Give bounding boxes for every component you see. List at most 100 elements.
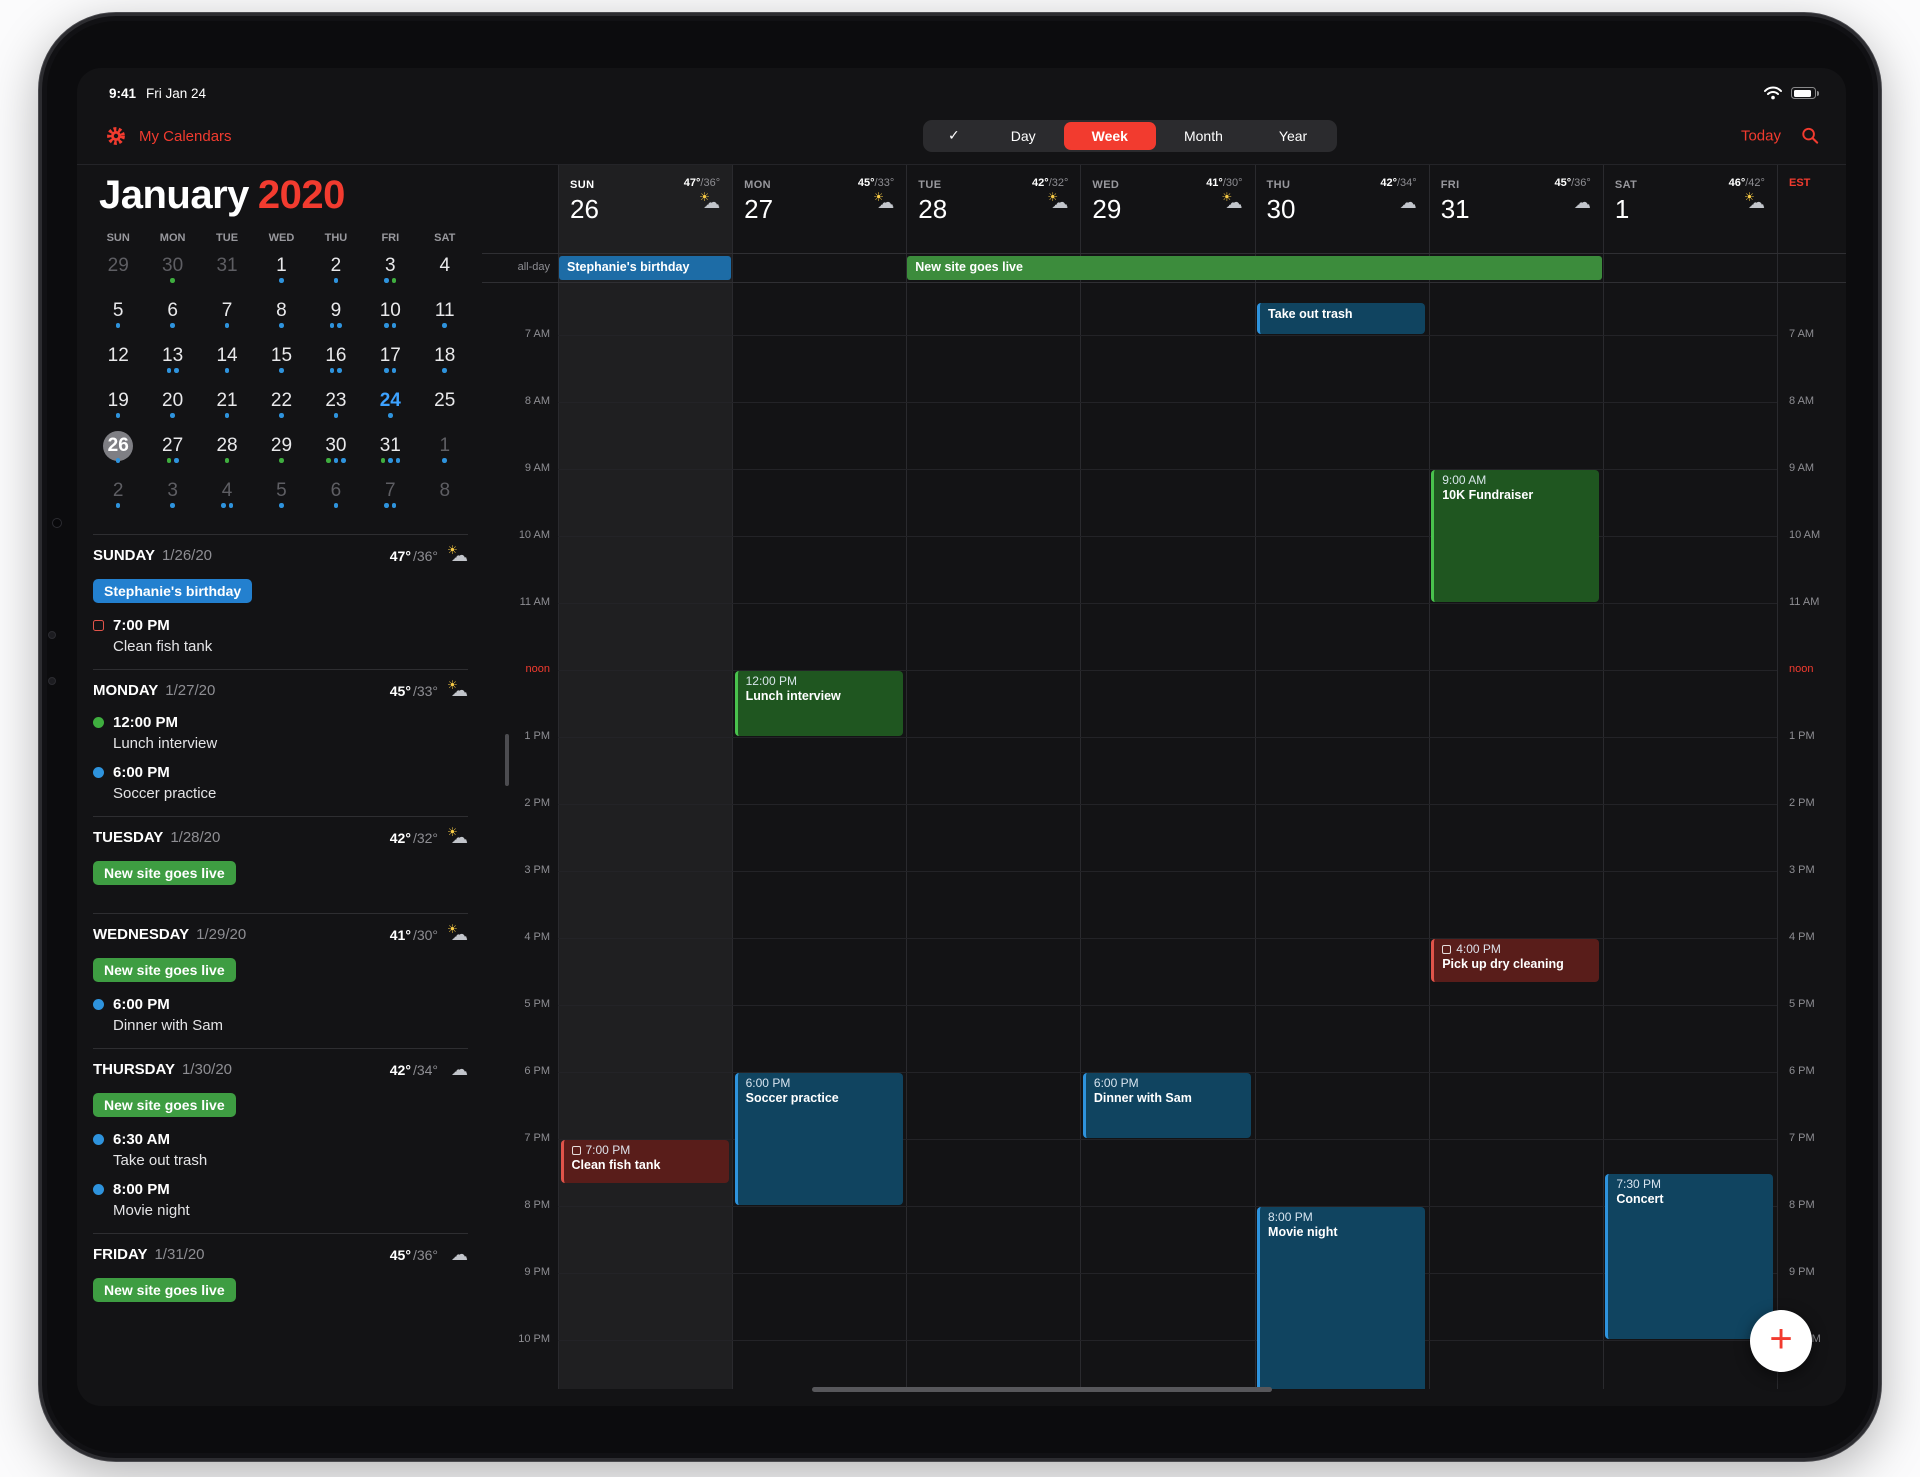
event-dot (442, 458, 447, 463)
mini-cal-day[interactable]: 15 (254, 340, 308, 385)
settings-gear-icon[interactable] (105, 125, 127, 147)
calendar-event[interactable]: Take out trash (1257, 302, 1426, 334)
mini-cal-day[interactable]: 23 (309, 385, 363, 430)
mini-cal-day[interactable]: 6 (145, 295, 199, 340)
all-day-event-pill[interactable]: New site goes live (93, 1278, 236, 1302)
mini-cal-day[interactable]: 7 (363, 475, 417, 520)
event-time: 6:00 PM (745, 1076, 791, 1090)
segment-week[interactable]: Week (1063, 122, 1156, 150)
calendar-event[interactable]: 7:30 PM Concert (1605, 1173, 1774, 1339)
mini-cal-day[interactable]: 18 (418, 340, 472, 385)
day-header[interactable]: WED 29 41°/30° ☀ ☁ (1080, 165, 1254, 253)
agenda-event[interactable]: 7:00 PM Clean fish tank (93, 617, 468, 655)
hour-label-left: 5 PM (524, 998, 550, 1010)
segment-year[interactable]: Year (1278, 128, 1308, 144)
mini-cal-day[interactable]: 11 (418, 295, 472, 340)
agenda-event[interactable]: 6:00 PM Soccer practice (93, 764, 468, 802)
calendar-event[interactable]: 9:00 AM 10K Fundraiser (1431, 470, 1600, 602)
mini-cal-day[interactable]: 16 (309, 340, 363, 385)
segment-check-toggle[interactable]: ✓ (948, 128, 960, 144)
mini-cal-day[interactable]: 20 (145, 385, 199, 430)
mini-cal-day[interactable]: 6 (309, 475, 363, 520)
mini-cal-day[interactable]: 28 (200, 430, 254, 475)
my-calendars-button[interactable]: My Calendars (139, 127, 232, 145)
mini-cal-day[interactable]: 27 (145, 430, 199, 475)
segment-day[interactable]: Day (1010, 128, 1036, 144)
mini-cal-day[interactable]: 31 (363, 430, 417, 475)
battery-icon (1791, 87, 1819, 99)
mini-cal-day[interactable]: 29 (254, 430, 308, 475)
mini-cal-day[interactable]: 1 (254, 250, 308, 295)
day-header[interactable]: TUE 28 42°/32° ☀ ☁ (906, 165, 1080, 253)
calendar-event[interactable]: 4:00 PM Pick up dry cleaning (1431, 939, 1600, 982)
segment-month[interactable]: Month (1183, 128, 1223, 144)
calendar-event[interactable]: 7:00 PM Clean fish tank (560, 1140, 729, 1183)
agenda-day-header: SUNDAY 1/26/20 47°/36° ☀ ☁ (93, 544, 468, 565)
mini-cal-day[interactable]: 30 (309, 430, 363, 475)
calendar-event[interactable]: 6:00 PM Soccer practice (734, 1073, 903, 1205)
mini-cal-day[interactable]: 4 (418, 250, 472, 295)
new-event-button[interactable]: + (1750, 1310, 1812, 1372)
event-dot (333, 503, 339, 508)
hour-label-right: 7 PM (1789, 1132, 1815, 1144)
mini-cal-day-number: 26 (103, 431, 134, 461)
mini-cal-day[interactable]: 8 (254, 295, 308, 340)
day-header[interactable]: THU 30 42°/34° ☁ (1255, 165, 1429, 253)
mini-cal-day[interactable]: 12 (91, 340, 145, 385)
mini-cal-day[interactable]: 5 (254, 475, 308, 520)
mini-cal-day[interactable]: 25 (418, 385, 472, 430)
mini-cal-day[interactable]: 10 (363, 295, 417, 340)
temp-high: 45° (857, 177, 875, 189)
mini-cal-day[interactable]: 31 (200, 250, 254, 295)
calendar-event[interactable]: 12:00 PM Lunch interview (734, 671, 903, 736)
all-day-event-pill[interactable]: New site goes live (93, 1093, 236, 1117)
all-day-event-pill[interactable]: New site goes live (93, 861, 236, 885)
search-icon[interactable] (1801, 127, 1820, 146)
mini-cal-day[interactable]: 2 (91, 475, 145, 520)
mini-cal-day[interactable]: 29 (91, 250, 145, 295)
mini-cal-day[interactable]: 1 (418, 430, 472, 475)
mini-cal-day-number: 14 (216, 345, 238, 366)
mini-cal-day[interactable]: 22 (254, 385, 308, 430)
task-checkbox-icon[interactable] (93, 620, 104, 631)
week-horizontal-scrollbar[interactable] (812, 1387, 1272, 1392)
mini-cal-day-number: 7 (385, 480, 396, 501)
all-day-event-bar[interactable]: Stephanie's birthday (559, 256, 732, 280)
calendar-event[interactable]: 6:00 PM Dinner with Sam (1082, 1073, 1252, 1138)
mini-cal-day[interactable]: 26 (91, 430, 145, 475)
mini-cal-day[interactable]: 8 (418, 475, 472, 520)
mini-cal-day[interactable]: 19 (91, 385, 145, 430)
column-separator (1428, 165, 1430, 1389)
day-header[interactable]: SAT 1 46°/42° ☀ ☁ (1603, 165, 1777, 253)
mini-cal-day[interactable]: 5 (91, 295, 145, 340)
agenda-event[interactable]: 8:00 PM Movie night (93, 1181, 468, 1219)
mini-cal-day[interactable]: 4 (200, 475, 254, 520)
mini-cal-day[interactable]: 9 (309, 295, 363, 340)
mini-cal-day[interactable]: 24 (363, 385, 417, 430)
calendar-event[interactable]: 8:00 PM Movie night (1257, 1207, 1426, 1389)
mini-cal-day[interactable]: 13 (145, 340, 199, 385)
agenda-event[interactable]: 6:30 AM Take out trash (93, 1131, 468, 1169)
day-header[interactable]: MON 27 45°/33° ☀ ☁ (732, 165, 906, 253)
agenda-event[interactable]: 12:00 PM Lunch interview (93, 714, 468, 752)
all-day-event-pill[interactable]: Stephanie's birthday (93, 579, 253, 603)
all-day-event-pill[interactable]: New site goes live (93, 958, 236, 982)
mini-cal-day[interactable]: 21 (200, 385, 254, 430)
mini-cal-day[interactable]: 17 (363, 340, 417, 385)
hour-label-left: noon (525, 663, 550, 675)
agenda-event[interactable]: 6:00 PM Dinner with Sam (93, 996, 468, 1034)
temp-low: /36° (412, 1247, 438, 1263)
day-header[interactable]: SUN 26 47°/36° ☀ ☁ (558, 165, 732, 253)
mini-cal-day[interactable]: 7 (200, 295, 254, 340)
day-header[interactable]: FRI 31 45°/36° ☁ (1429, 165, 1603, 253)
event-dot (170, 503, 175, 508)
mini-cal-day[interactable]: 14 (200, 340, 254, 385)
mini-cal-day[interactable]: 2 (309, 250, 363, 295)
mini-cal-day[interactable]: 30 (145, 250, 199, 295)
mini-cal-day-number: 15 (270, 345, 293, 366)
mini-cal-day[interactable]: 3 (363, 250, 417, 295)
sidebar-scrollbar[interactable] (505, 734, 509, 786)
all-day-event-bar[interactable]: New site goes live (907, 256, 1602, 280)
today-button[interactable]: Today (1740, 127, 1781, 145)
mini-cal-day[interactable]: 3 (145, 475, 199, 520)
